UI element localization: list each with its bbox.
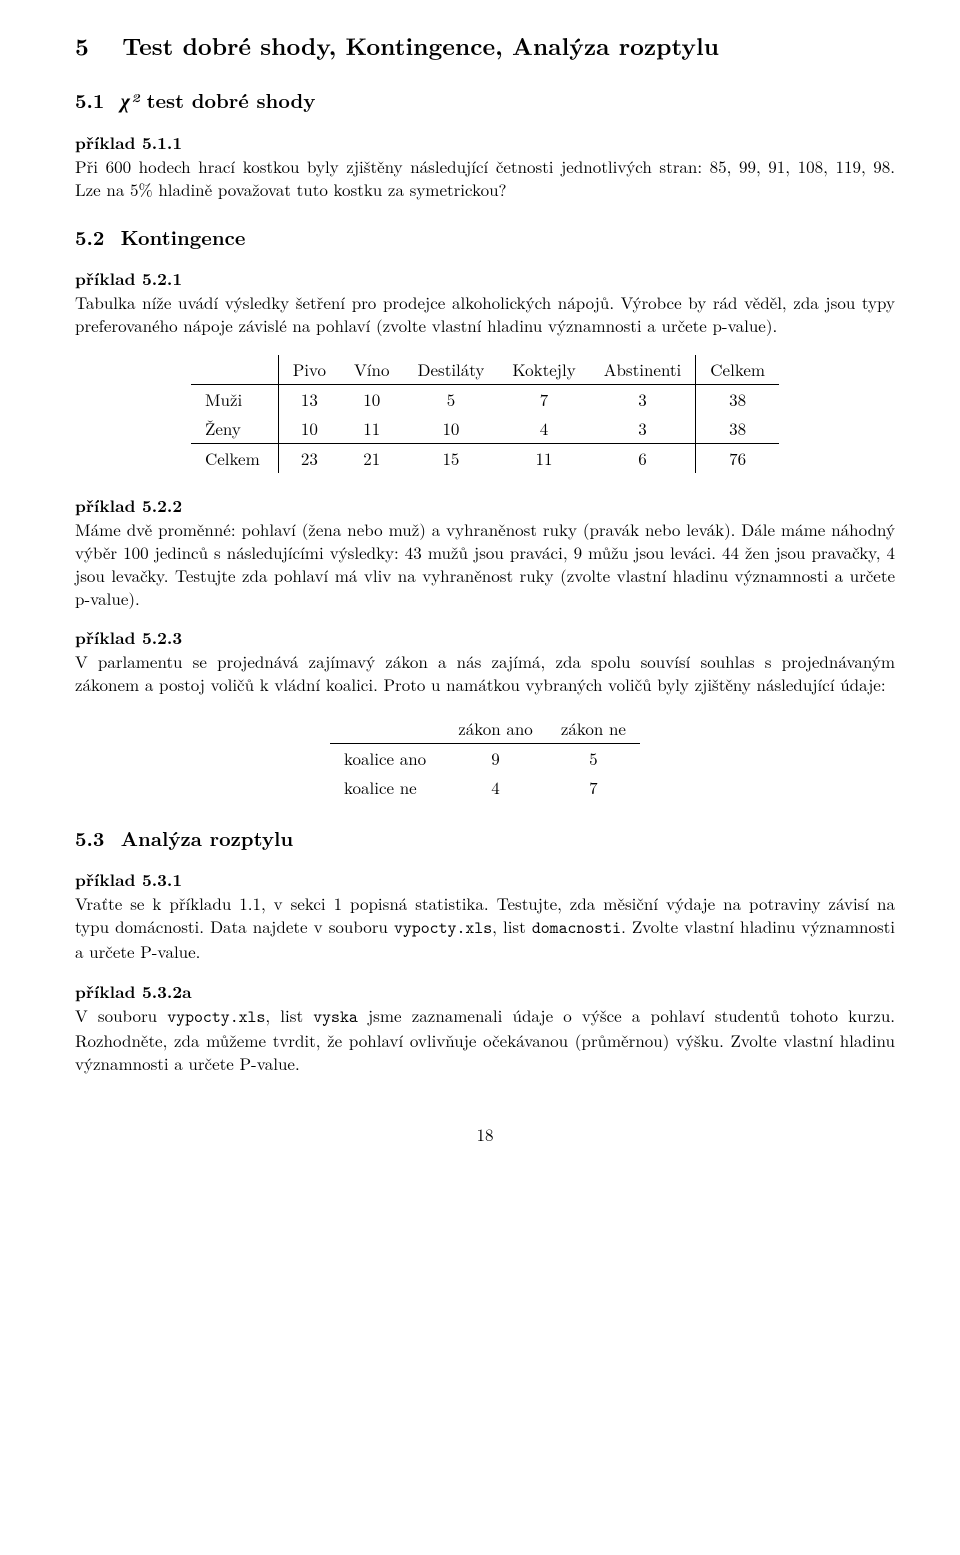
cell: 9 xyxy=(444,744,547,773)
subsection-number: 5.2 xyxy=(75,223,113,250)
col-header: Celkem xyxy=(696,355,779,384)
col-header: Koktejly xyxy=(498,355,589,384)
col-header: Víno xyxy=(340,355,403,384)
example-5-1-1-text: Při 600 hodech hrací kostkou byly zjiště… xyxy=(75,155,895,201)
section-number: 5 xyxy=(75,30,113,62)
example-5-3-1-text: Vraťte se k příkladu 1.1, v sekci 1 popi… xyxy=(75,892,895,963)
filename: vypocty.xls xyxy=(167,1006,265,1028)
text-span: , list xyxy=(492,914,532,938)
section-heading: 5 Test dobré shody, Kontingence, Analýza… xyxy=(75,30,895,62)
subsection-5-3-heading: 5.3 Analýza rozptylu xyxy=(75,824,895,851)
chi-squared-symbol: χ² xyxy=(121,86,139,115)
cell: 11 xyxy=(340,414,403,443)
cell: 6 xyxy=(590,443,696,472)
subsection-title: Kontingence xyxy=(121,222,246,251)
table-corner xyxy=(330,714,444,743)
cell: 10 xyxy=(340,384,403,413)
example-5-2-1-text: Tabulka níže uvádí výsledky šetření pro … xyxy=(75,291,895,337)
cell: 5 xyxy=(403,384,498,413)
row-header: Muži xyxy=(191,384,278,413)
col-header: zákon ano xyxy=(444,714,547,743)
table-row: Ženy 10 11 10 4 3 38 xyxy=(191,414,779,443)
col-header: Abstinenti xyxy=(590,355,696,384)
table-row: Muži 13 10 5 7 3 38 xyxy=(191,384,779,413)
example-5-2-2-label: příklad 5.2.2 xyxy=(75,495,895,518)
row-header: Celkem xyxy=(191,443,278,472)
table-header-row: zákon ano zákon ne xyxy=(330,714,640,743)
page-number: 18 xyxy=(75,1123,895,1146)
row-header: koalice ano xyxy=(330,744,444,773)
sheet-name: vyska xyxy=(313,1006,358,1028)
cell: 4 xyxy=(444,773,547,802)
cell: 3 xyxy=(590,384,696,413)
col-header: Destiláty xyxy=(403,355,498,384)
cell: 7 xyxy=(547,773,640,802)
example-5-1-1-label: příklad 5.1.1 xyxy=(75,132,895,155)
cell: 7 xyxy=(498,384,589,413)
cell: 15 xyxy=(403,443,498,472)
cell: 38 xyxy=(696,414,779,443)
cell: 11 xyxy=(498,443,589,472)
cell: 4 xyxy=(498,414,589,443)
example-5-3-1-label: příklad 5.3.1 xyxy=(75,869,895,892)
cell: 5 xyxy=(547,744,640,773)
cell: 13 xyxy=(278,384,340,413)
text-span: V souboru xyxy=(75,1003,167,1027)
example-5-2-3-label: příklad 5.2.3 xyxy=(75,627,895,650)
example-5-2-3-text: V parlamentu se projednává zajímavý záko… xyxy=(75,650,895,696)
cell: 10 xyxy=(403,414,498,443)
table-header-row: Pivo Víno Destiláty Koktejly Abstinenti … xyxy=(191,355,779,384)
cell: 38 xyxy=(696,384,779,413)
section-title: Test dobré shody, Kontingence, Analýza r… xyxy=(122,29,719,63)
subsection-5-2-heading: 5.2 Kontingence xyxy=(75,223,895,250)
cell: 21 xyxy=(340,443,403,472)
cell: 23 xyxy=(278,443,340,472)
col-header: Pivo xyxy=(278,355,340,384)
example-5-3-2a-text: V souboru vypocty.xls, list vyska jsme z… xyxy=(75,1004,895,1075)
text-span: , list xyxy=(265,1003,313,1027)
subsection-5-1-heading: 5.1 χ² test dobré shody xyxy=(75,86,895,114)
filename: vypocty.xls xyxy=(394,917,492,939)
cell: 76 xyxy=(696,443,779,472)
subsection-number: 5.1 xyxy=(75,86,113,113)
row-header: koalice ne xyxy=(330,773,444,802)
sheet-name: domacnosti xyxy=(532,917,621,939)
cell: 3 xyxy=(590,414,696,443)
coalition-table: zákon ano zákon ne koalice ano 9 5 koali… xyxy=(330,714,640,802)
table-total-row: Celkem 23 21 15 11 6 76 xyxy=(191,443,779,472)
table-row: koalice ne 4 7 xyxy=(330,773,640,802)
table-corner xyxy=(191,355,278,384)
cell: 10 xyxy=(278,414,340,443)
row-header: Ženy xyxy=(191,414,278,443)
example-5-3-2a-label: příklad 5.3.2a xyxy=(75,981,895,1004)
subsection-number: 5.3 xyxy=(75,824,113,851)
example-5-2-1-label: příklad 5.2.1 xyxy=(75,268,895,291)
table-row: koalice ano 9 5 xyxy=(330,744,640,773)
subsection-title-rest: test dobré shody xyxy=(139,85,315,114)
beverage-table: Pivo Víno Destiláty Koktejly Abstinenti … xyxy=(191,355,779,473)
col-header: zákon ne xyxy=(547,714,640,743)
subsection-title: Analýza rozptylu xyxy=(121,823,294,852)
example-5-2-2-text: Máme dvě proměnné: pohlaví (žena nebo mu… xyxy=(75,518,895,610)
